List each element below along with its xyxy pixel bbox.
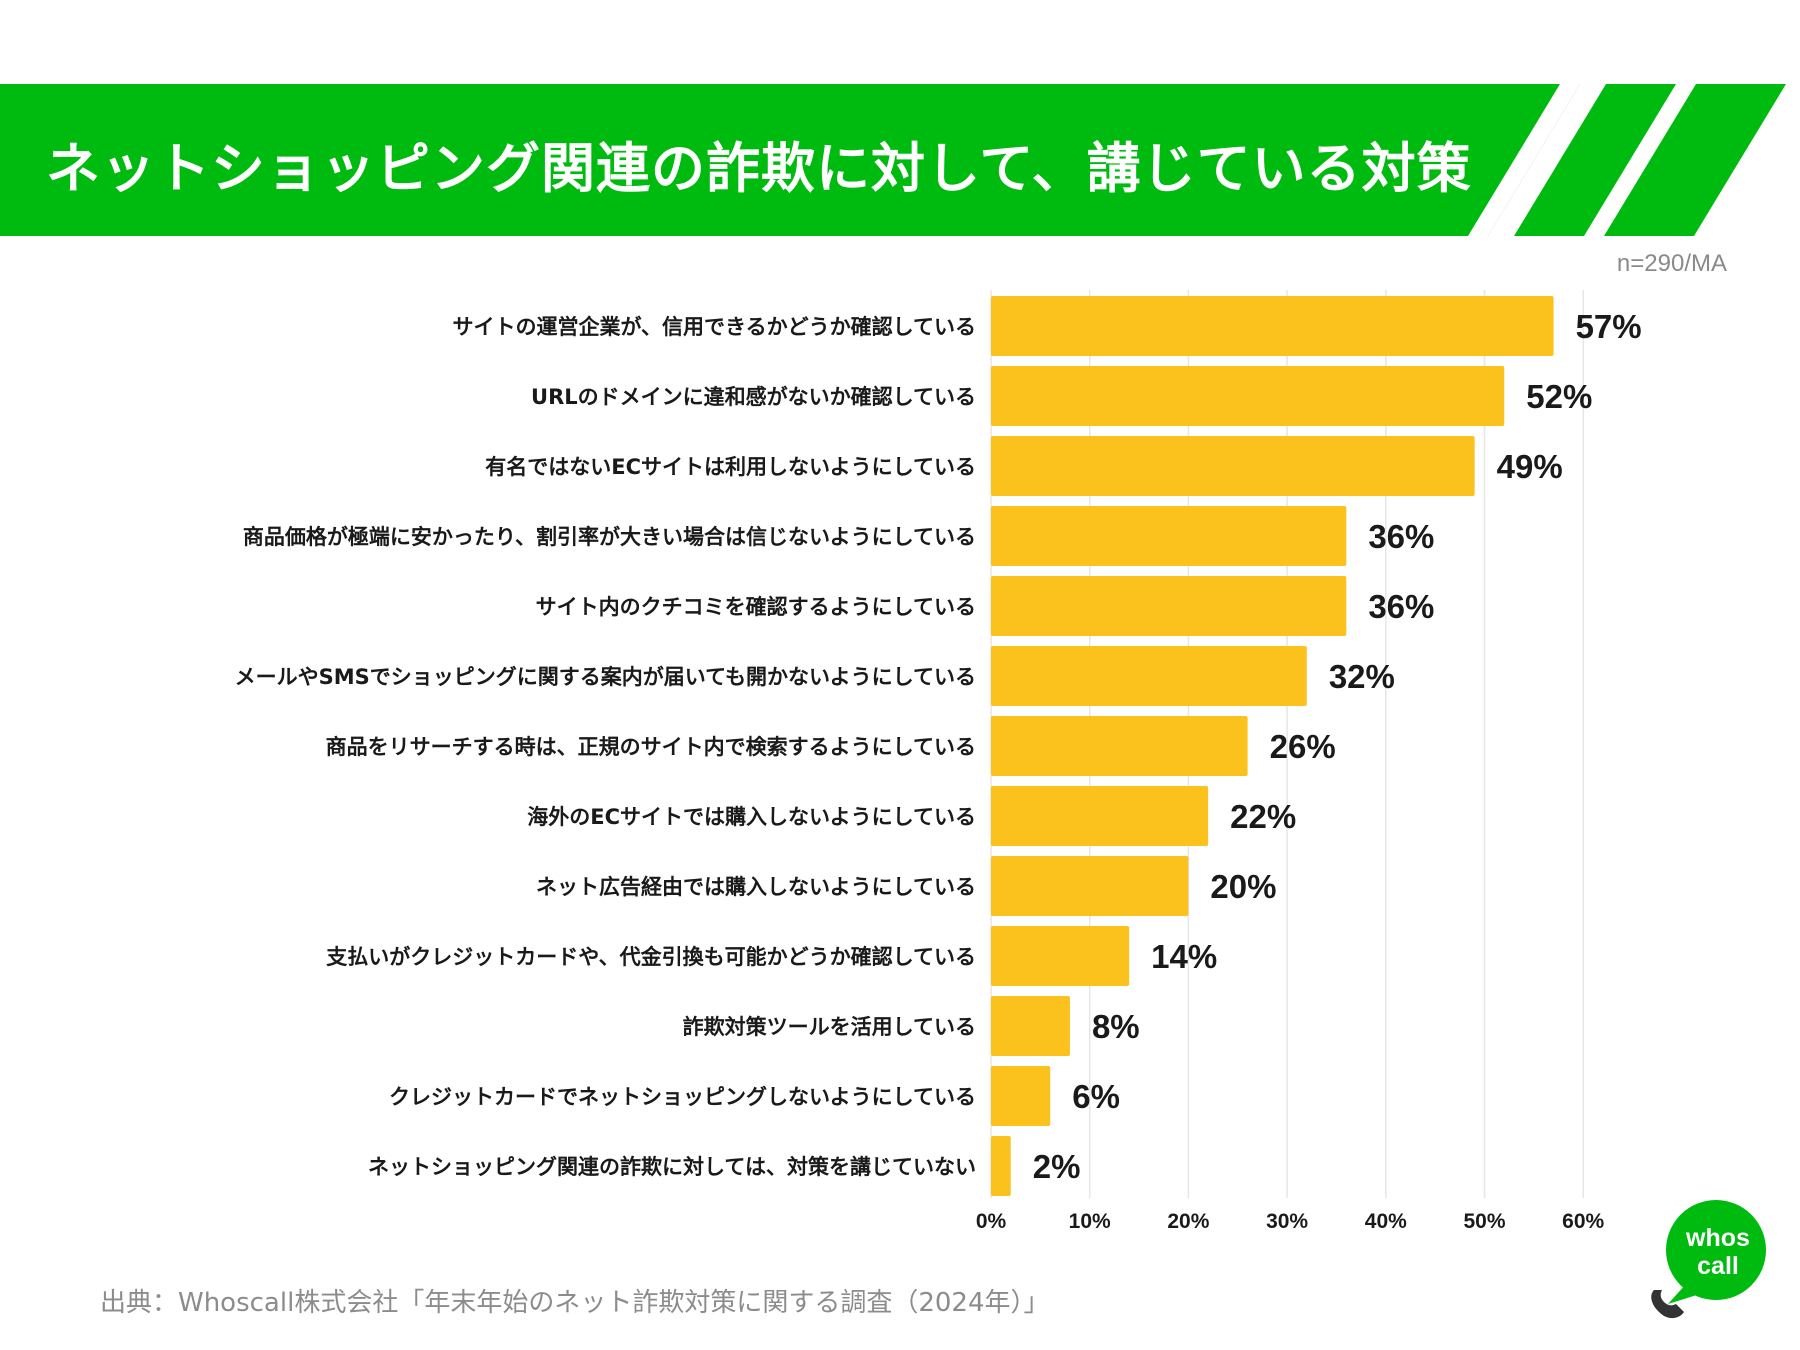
header-stripe-gap-1 bbox=[1468, 84, 1580, 236]
bar bbox=[991, 716, 1248, 776]
value-label: 57% bbox=[1576, 308, 1642, 345]
whoscall-logo: whos call bbox=[1651, 1200, 1766, 1319]
bar bbox=[991, 856, 1189, 916]
value-label: 14% bbox=[1151, 938, 1217, 975]
bar bbox=[991, 646, 1307, 706]
header-green-band bbox=[0, 84, 1580, 236]
category-label: 有名ではないECサイトは利用しないようにしている bbox=[485, 455, 976, 479]
category-label: クレジットカードでネットショッピングしないようにしている bbox=[389, 1085, 976, 1109]
category-label: 詐欺対策ツールを活用している bbox=[683, 1015, 976, 1039]
logo-text-line1: whos bbox=[1685, 1224, 1750, 1252]
category-label: サイトの運営企業が、信用できるかどうか確認している bbox=[452, 315, 976, 339]
x-tick-label: 0% bbox=[976, 1210, 1007, 1233]
category-label: メールやSMSでショッピングに関する案内が届いても開かないようにしている bbox=[235, 665, 976, 689]
category-label: 海外のECサイトでは購入しないようにしている bbox=[527, 805, 976, 829]
bar bbox=[991, 1136, 1011, 1196]
value-label: 8% bbox=[1092, 1008, 1140, 1045]
bar bbox=[991, 786, 1209, 846]
x-tick-label: 20% bbox=[1167, 1210, 1209, 1233]
header-stripe-gap-2 bbox=[1584, 84, 1696, 236]
value-label: 20% bbox=[1210, 868, 1276, 905]
value-labels: 57% 52% 49% 36% 36% 32% 26% 22% 20% 14% 8% 6% 2% bbox=[1033, 308, 1642, 1185]
logo-bubble-tail bbox=[1668, 1284, 1700, 1304]
value-label: 22% bbox=[1230, 798, 1296, 835]
bar bbox=[991, 366, 1505, 426]
x-tick-label: 60% bbox=[1562, 1210, 1604, 1233]
category-labels: サイトの運営企業が、信用できるかどうか確認している URLのドメインに違和感がない… bbox=[235, 315, 976, 1179]
category-label: サイト内のクチコミを確認するようにしている bbox=[536, 595, 976, 619]
x-tick-label: 40% bbox=[1365, 1210, 1407, 1233]
logo-text-line2: call bbox=[1697, 1252, 1739, 1280]
category-label: ネットショッピング関連の詐欺に対しては、対策を講じていない bbox=[368, 1155, 976, 1179]
value-label: 32% bbox=[1329, 658, 1395, 695]
x-axis-ticks: 0% 10% 20% 30% 40% 50% 60% bbox=[976, 1210, 1605, 1233]
category-label: 支払いがクレジットカードや、代金引換も可能かどうか確認している bbox=[326, 945, 976, 969]
bar bbox=[991, 926, 1130, 986]
bars bbox=[991, 296, 1554, 1196]
bar bbox=[991, 1066, 1051, 1126]
value-label: 2% bbox=[1033, 1148, 1081, 1185]
category-label: 商品をリサーチする時は、正規のサイト内で検索するようにしている bbox=[326, 735, 976, 759]
value-label: 26% bbox=[1270, 728, 1336, 765]
phone-icon bbox=[1651, 1290, 1684, 1319]
bar bbox=[991, 436, 1475, 496]
category-label: URLのドメインに違和感がないか確認している bbox=[531, 385, 976, 409]
header-banner: ネットショッピング関連の詐欺に対して、講じている対策 bbox=[0, 84, 1800, 236]
sample-size-note: n=290/MA bbox=[1616, 250, 1727, 277]
value-label: 36% bbox=[1368, 588, 1434, 625]
logo-bubble bbox=[1666, 1200, 1766, 1300]
bar bbox=[991, 996, 1070, 1056]
bar bbox=[991, 576, 1347, 636]
x-tick-label: 50% bbox=[1463, 1210, 1505, 1233]
value-label: 36% bbox=[1368, 518, 1434, 555]
bar bbox=[991, 296, 1554, 356]
category-label: 商品価格が極端に安かったり、割引率が大きい場合は信じないようにしている bbox=[243, 525, 976, 549]
page-title: ネットショッピング関連の詐欺に対して、講じている対策 bbox=[46, 137, 1472, 200]
x-tick-label: 10% bbox=[1069, 1210, 1111, 1233]
source-citation: 出典：Whoscall株式会社「年末年始のネット詐欺対策に関する調査（2024年… bbox=[100, 1288, 1050, 1318]
bar bbox=[991, 506, 1347, 566]
value-label: 52% bbox=[1526, 378, 1592, 415]
x-tick-label: 30% bbox=[1266, 1210, 1308, 1233]
header-background bbox=[0, 84, 1786, 236]
category-label: ネット広告経由では購入しないようにしている bbox=[536, 875, 976, 899]
value-label: 49% bbox=[1497, 448, 1563, 485]
value-label: 6% bbox=[1072, 1078, 1120, 1115]
